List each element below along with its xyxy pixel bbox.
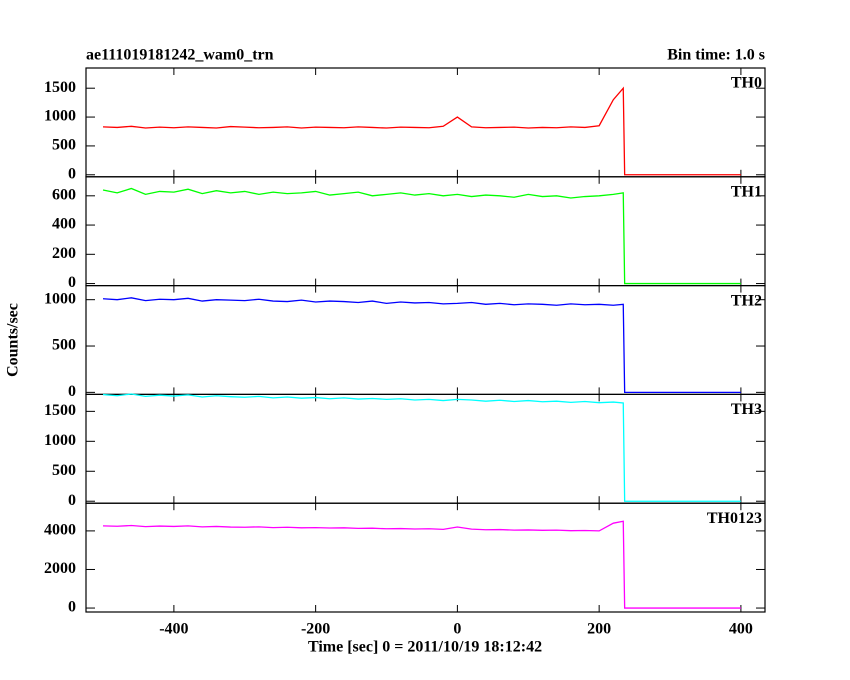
x-tick-label: 400	[729, 621, 753, 638]
panel-label: TH0123	[707, 510, 762, 527]
y-tick-label: 600	[52, 186, 76, 203]
bin-time: Bin time: 1.0 s	[667, 47, 765, 64]
y-tick-label: 4000	[44, 522, 76, 539]
panel-frame	[85, 67, 766, 178]
x-tick-label: -400	[159, 621, 188, 638]
x-axis-label: Time [sec] 0 = 2011/10/19 18:12:42	[308, 639, 542, 656]
panel-label: TH3	[731, 401, 762, 418]
panel-frame	[85, 285, 766, 396]
y-tick-label: 500	[52, 337, 76, 354]
x-tick-label: -200	[301, 621, 330, 638]
y-tick-label: 1000	[44, 108, 76, 125]
y-tick-label: 1000	[44, 432, 76, 449]
panel-label: TH1	[731, 183, 762, 200]
panel-frame	[85, 176, 766, 287]
y-tick-label: 1500	[44, 79, 76, 96]
y-tick-label: 0	[68, 492, 76, 509]
y-tick-label: 0	[68, 274, 76, 291]
x-tick-label: 0	[453, 621, 461, 638]
y-tick-label: 400	[52, 216, 76, 233]
y-tick-label: 1500	[44, 402, 76, 419]
y-tick-label: 0	[68, 165, 76, 182]
data-line	[102, 187, 741, 285]
y-tick-label: 0	[68, 383, 76, 400]
data-line	[102, 297, 741, 394]
y-tick-label: 2000	[44, 560, 76, 577]
y-tick-label: 500	[52, 462, 76, 479]
data-line	[102, 86, 741, 176]
y-tick-label: 500	[52, 137, 76, 154]
y-axis-label: Counts/sec	[5, 303, 22, 377]
x-tick-label: 200	[587, 621, 611, 638]
panel-frame	[85, 393, 766, 504]
data-line	[102, 393, 741, 502]
panel-frame	[85, 502, 766, 613]
panel-label: TH2	[731, 292, 762, 309]
y-tick-label: 0	[68, 599, 76, 616]
y-tick-label: 1000	[44, 290, 76, 307]
panel-label: TH0	[731, 75, 762, 92]
y-tick-label: 200	[52, 245, 76, 262]
chart-title: ae111019181242_wam0_trn	[86, 47, 274, 64]
data-line	[102, 520, 741, 609]
